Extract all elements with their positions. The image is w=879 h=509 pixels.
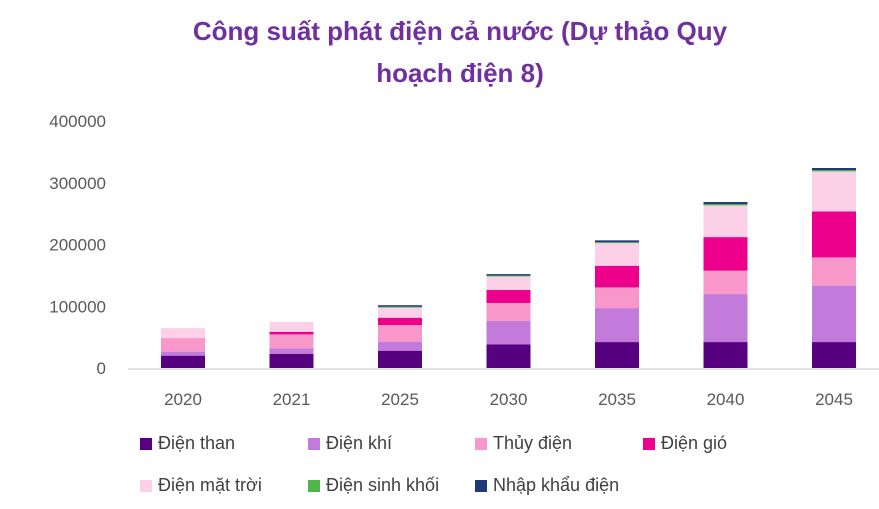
bar-segment-0-2030: [486, 344, 531, 368]
bar-segment-6-2035: [595, 240, 639, 243]
bar-segment-4-2030: [486, 276, 531, 291]
legend-label: Điện than: [158, 433, 236, 453]
bar-segment-1-2030: [486, 321, 531, 345]
bar-segment-3-2045: [812, 211, 856, 258]
bar-segment-0-2025: [378, 350, 422, 368]
legend-swatch: [308, 479, 320, 492]
legend-label: Nhập khẩu điện: [493, 475, 620, 495]
bar-segment-3-2040: [703, 237, 748, 271]
bar-segment-1-2025: [378, 341, 422, 351]
legend-item: Nhập khẩu điện: [475, 475, 619, 496]
bar-segment-3-2025: [378, 317, 422, 326]
legend-label: Điện sinh khối: [326, 475, 440, 495]
stacked-bar-chart: 0 100000 200000 300000 400000 2020 2021 2025 203…: [49, 112, 879, 409]
bar-segment-6-2030: [486, 274, 531, 276]
bar-segment-5-2035: [595, 242, 639, 244]
bar-segment-1-2045: [812, 285, 856, 343]
legend-swatch: [308, 437, 320, 450]
bar-segment-3-2030: [486, 290, 531, 303]
y-tick-label: 300000: [49, 174, 106, 193]
bar-segment-5-2030: [486, 275, 531, 277]
legend-swatch: [140, 479, 152, 492]
legend-label: Điện gió: [661, 433, 728, 453]
bar-segment-2-2040: [703, 270, 748, 295]
x-tick-label: 2030: [490, 390, 528, 409]
bar-segment-2-2030: [486, 302, 531, 322]
bar-segment-5-2045: [812, 170, 856, 172]
y-tick-label: 100000: [49, 297, 106, 316]
x-tick-label: 2025: [381, 390, 419, 409]
y-tick-label: 0: [97, 359, 106, 378]
bar-segment-0-2035: [595, 342, 639, 368]
bar-segment-4-2020: [161, 328, 205, 339]
legend-swatch: [475, 437, 487, 450]
bar-segment-4-2025: [378, 307, 422, 318]
bar-segment-2-2020: [161, 338, 205, 352]
bar-segment-5-2025: [378, 306, 422, 308]
legend-swatch: [140, 437, 152, 450]
bar-segment-6-2040: [703, 202, 748, 205]
legend-label: Thủy điện: [493, 433, 573, 453]
bar-segment-4-2040: [703, 205, 748, 238]
legend-item: Điện mặt trời: [140, 475, 262, 496]
legend-item: Điện than: [140, 433, 235, 454]
y-tick-label: 400000: [49, 112, 106, 131]
bar-segment-4-2035: [595, 243, 639, 266]
x-tick-label: 2021: [273, 390, 311, 409]
bar-segment-1-2020: [161, 351, 205, 356]
chart-title-line-2: hoạch điện 8): [376, 58, 544, 88]
bar-segment-2-2035: [595, 287, 639, 309]
bar-segment-2-2025: [378, 325, 422, 342]
bar-segment-0-2040: [703, 342, 748, 368]
bar-segment-6-2025: [378, 305, 422, 307]
legend-label: Điện khí: [326, 433, 393, 453]
chart-title-line-1: Công suất phát điện cả nước (Dự thảo Quy: [192, 16, 728, 46]
y-tick-label: 200000: [49, 236, 106, 255]
x-tick-label: 2045: [815, 390, 853, 409]
bar-segment-0-2021: [269, 353, 314, 368]
bar-segment-2-2021: [269, 334, 314, 349]
bar-segment-1-2035: [595, 308, 639, 343]
bar-segment-4-2021: [269, 321, 314, 332]
x-tick-label: 2020: [164, 390, 202, 409]
legend-swatch: [475, 479, 487, 492]
x-tick-label: 2035: [598, 390, 636, 409]
legend-item: Điện khí: [308, 433, 392, 454]
bar-segment-3-2021: [269, 331, 314, 335]
bar-segment-1-2021: [269, 348, 314, 354]
legend-swatch: [643, 437, 655, 450]
bar-segment-0-2020: [161, 355, 205, 368]
legend-item: Điện sinh khối: [308, 475, 439, 496]
bar-segment-2-2045: [812, 257, 856, 286]
bar-segment-1-2040: [703, 294, 748, 343]
bar-segment-5-2040: [703, 204, 748, 206]
bar-segment-0-2045: [812, 342, 856, 368]
x-tick-label: 2040: [707, 390, 745, 409]
legend-item: Thủy điện: [475, 433, 572, 454]
chart-title: Công suất phát điện cả nước (Dự thảo Quy…: [100, 10, 820, 94]
bar-segment-6-2045: [812, 167, 856, 171]
legend-label: Điện mặt trời: [158, 475, 262, 495]
legend-item: Điện gió: [643, 433, 727, 454]
bar-segment-4-2045: [812, 171, 856, 212]
bar-segment-3-2035: [595, 265, 639, 288]
